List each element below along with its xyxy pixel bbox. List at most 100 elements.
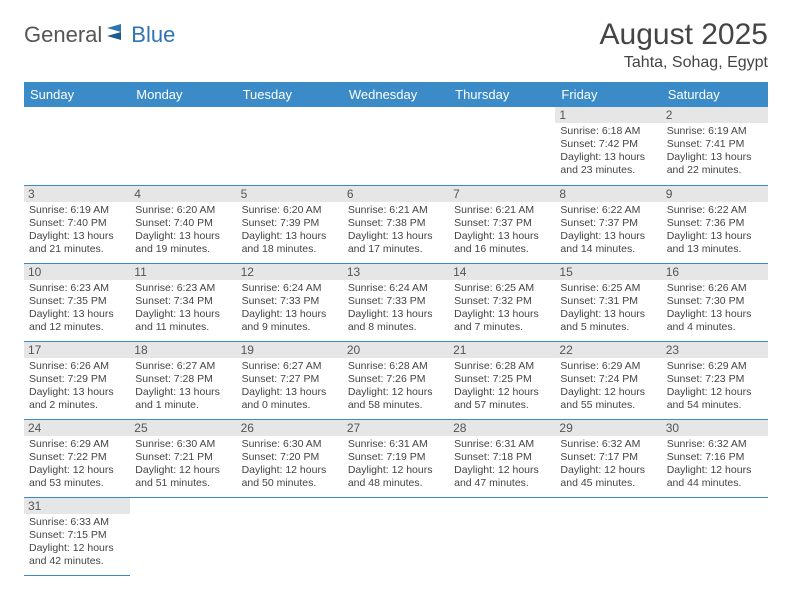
calendar-empty-cell [555, 497, 661, 575]
day-detail: Sunrise: 6:31 AMSunset: 7:18 PMDaylight:… [454, 438, 550, 491]
day-number: 1 [555, 107, 661, 123]
day-detail: Sunrise: 6:19 AMSunset: 7:41 PMDaylight:… [667, 125, 763, 178]
day-number: 8 [555, 186, 661, 202]
day-number: 23 [662, 342, 768, 358]
day-number: 3 [24, 186, 130, 202]
calendar-day-cell: 30Sunrise: 6:32 AMSunset: 7:16 PMDayligh… [662, 419, 768, 497]
day-number: 24 [24, 420, 130, 436]
day-detail: Sunrise: 6:27 AMSunset: 7:27 PMDaylight:… [242, 360, 338, 413]
day-number: 13 [343, 264, 449, 280]
calendar-day-cell: 10 Sunrise: 6:23 AMSunset: 7:35 PMDayligh… [24, 263, 130, 341]
day-number: 19 [237, 342, 343, 358]
weekday-header: Monday [130, 82, 236, 107]
day-detail: Sunrise: 6:24 AMSunset: 7:33 PMDaylight:… [348, 282, 444, 335]
header: General Blue August 2025 Tahta, Sohag, E… [24, 18, 768, 72]
calendar-day-cell: 5Sunrise: 6:20 AMSunset: 7:39 PMDaylight… [237, 185, 343, 263]
day-number: 22 [555, 342, 661, 358]
day-detail: Sunrise: 6:18 AMSunset: 7:42 PMDaylight:… [560, 125, 656, 178]
calendar-day-cell: 28 Sunrise: 6:31 AMSunset: 7:18 PMDayligh… [449, 419, 555, 497]
day-detail: Sunrise: 6:25 AMSunset: 7:31 PMDaylight:… [560, 282, 656, 335]
weekday-header: Friday [555, 82, 661, 107]
day-number: 2 [662, 107, 768, 123]
day-detail: Sunrise: 6:23 AMSunset: 7:35 PMDaylight:… [29, 282, 125, 335]
day-detail: Sunrise: 6:27 AMSunset: 7:28 PMDaylight:… [135, 360, 231, 413]
calendar-day-cell: 16 Sunrise: 6:26 AMSunset: 7:30 PMDayligh… [662, 263, 768, 341]
calendar-day-cell: 22 Sunrise: 6:29 AMSunset: 7:24 PMDayligh… [555, 341, 661, 419]
day-detail: Sunrise: 6:21 AMSunset: 7:37 PMDaylight:… [454, 204, 550, 257]
weekday-header: Saturday [662, 82, 768, 107]
calendar-day-cell: 14Sunrise: 6:25 AMSunset: 7:32 PMDayligh… [449, 263, 555, 341]
title-block: August 2025 Tahta, Sohag, Egypt [600, 18, 768, 72]
calendar-empty-cell [130, 497, 236, 575]
day-number: 29 [555, 420, 661, 436]
day-number: 27 [343, 420, 449, 436]
weekday-header: Thursday [449, 82, 555, 107]
day-number: 9 [662, 186, 768, 202]
day-detail: Sunrise: 6:22 AMSunset: 7:37 PMDaylight:… [560, 204, 656, 257]
day-number: 18 [130, 342, 236, 358]
day-detail: Sunrise: 6:21 AMSunset: 7:38 PMDaylight:… [348, 204, 444, 257]
calendar-day-cell: 18 Sunrise: 6:27 AMSunset: 7:28 PMDayligh… [130, 341, 236, 419]
day-detail: Sunrise: 6:29 AMSunset: 7:22 PMDaylight:… [29, 438, 125, 491]
weekday-header: Sunday [24, 82, 130, 107]
day-detail: Sunrise: 6:32 AMSunset: 7:17 PMDaylight:… [560, 438, 656, 491]
calendar-day-cell: 2 Sunrise: 6:19 AMSunset: 7:41 PMDaylight… [662, 107, 768, 185]
calendar-day-cell: 25 Sunrise: 6:30 AMSunset: 7:21 PMDayligh… [130, 419, 236, 497]
day-number: 16 [662, 264, 768, 280]
logo-text-general: General [24, 22, 102, 48]
logo-text-blue: Blue [131, 22, 175, 48]
calendar-day-cell: 26Sunrise: 6:30 AMSunset: 7:20 PMDayligh… [237, 419, 343, 497]
day-number: 11 [130, 264, 236, 280]
day-number: 28 [449, 420, 555, 436]
calendar-day-cell: 6 Sunrise: 6:21 AMSunset: 7:38 PMDaylight… [343, 185, 449, 263]
calendar-empty-cell [343, 497, 449, 575]
calendar-row: 1 Sunrise: 6:18 AMSunset: 7:42 PMDaylight… [24, 107, 768, 185]
calendar-day-cell: 27 Sunrise: 6:31 AMSunset: 7:19 PMDayligh… [343, 419, 449, 497]
calendar-row: 24 Sunrise: 6:29 AMSunset: 7:22 PMDayligh… [24, 419, 768, 497]
day-detail: Sunrise: 6:31 AMSunset: 7:19 PMDaylight:… [348, 438, 444, 491]
day-detail: Sunrise: 6:26 AMSunset: 7:29 PMDaylight:… [29, 360, 125, 413]
day-number: 6 [343, 186, 449, 202]
calendar-day-cell: 19 Sunrise: 6:27 AMSunset: 7:27 PMDayligh… [237, 341, 343, 419]
weekday-header: Wednesday [343, 82, 449, 107]
day-number: 4 [130, 186, 236, 202]
day-detail: Sunrise: 6:26 AMSunset: 7:30 PMDaylight:… [667, 282, 763, 335]
day-detail: Sunrise: 6:23 AMSunset: 7:34 PMDaylight:… [135, 282, 231, 335]
calendar-day-cell: 29 Sunrise: 6:32 AMSunset: 7:17 PMDayligh… [555, 419, 661, 497]
day-number: 12 [237, 264, 343, 280]
day-number: 14 [449, 264, 555, 280]
day-detail: Sunrise: 6:30 AMSunset: 7:21 PMDaylight:… [135, 438, 231, 491]
calendar-day-cell: 20Sunrise: 6:28 AMSunset: 7:26 PMDayligh… [343, 341, 449, 419]
day-number: 15 [555, 264, 661, 280]
calendar-day-cell: 24 Sunrise: 6:29 AMSunset: 7:22 PMDayligh… [24, 419, 130, 497]
day-number: 7 [449, 186, 555, 202]
calendar-empty-cell [343, 107, 449, 185]
calendar-day-cell: 13 Sunrise: 6:24 AMSunset: 7:33 PMDayligh… [343, 263, 449, 341]
calendar-day-cell: 21 Sunrise: 6:28 AMSunset: 7:25 PMDayligh… [449, 341, 555, 419]
day-detail: Sunrise: 6:29 AMSunset: 7:24 PMDaylight:… [560, 360, 656, 413]
calendar-day-cell: 7 Sunrise: 6:21 AMSunset: 7:37 PMDaylight… [449, 185, 555, 263]
calendar-row: 17 Sunrise: 6:26 AMSunset: 7:29 PMDayligh… [24, 341, 768, 419]
day-detail: Sunrise: 6:28 AMSunset: 7:25 PMDaylight:… [454, 360, 550, 413]
calendar-body: 1 Sunrise: 6:18 AMSunset: 7:42 PMDaylight… [24, 107, 768, 575]
calendar-row: 31Sunrise: 6:33 AMSunset: 7:15 PMDayligh… [24, 497, 768, 575]
day-number: 17 [24, 342, 130, 358]
calendar-day-cell: 11 Sunrise: 6:23 AMSunset: 7:34 PMDayligh… [130, 263, 236, 341]
day-number: 10 [24, 264, 130, 280]
calendar-empty-cell [24, 107, 130, 185]
calendar-empty-cell [662, 497, 768, 575]
calendar-day-cell: 9Sunrise: 6:22 AMSunset: 7:36 PMDaylight… [662, 185, 768, 263]
day-number: 21 [449, 342, 555, 358]
weekday-header: Tuesday [237, 82, 343, 107]
day-number: 25 [130, 420, 236, 436]
calendar-empty-cell [237, 107, 343, 185]
location-subtitle: Tahta, Sohag, Egypt [600, 54, 768, 72]
day-number: 20 [343, 342, 449, 358]
calendar-day-cell: 17 Sunrise: 6:26 AMSunset: 7:29 PMDayligh… [24, 341, 130, 419]
day-detail: Sunrise: 6:20 AMSunset: 7:40 PMDaylight:… [135, 204, 231, 257]
calendar-empty-cell [237, 497, 343, 575]
calendar-day-cell: 15 Sunrise: 6:25 AMSunset: 7:31 PMDayligh… [555, 263, 661, 341]
calendar-day-cell: 8 Sunrise: 6:22 AMSunset: 7:37 PMDaylight… [555, 185, 661, 263]
calendar-empty-cell [449, 107, 555, 185]
day-number: 31 [24, 498, 130, 514]
